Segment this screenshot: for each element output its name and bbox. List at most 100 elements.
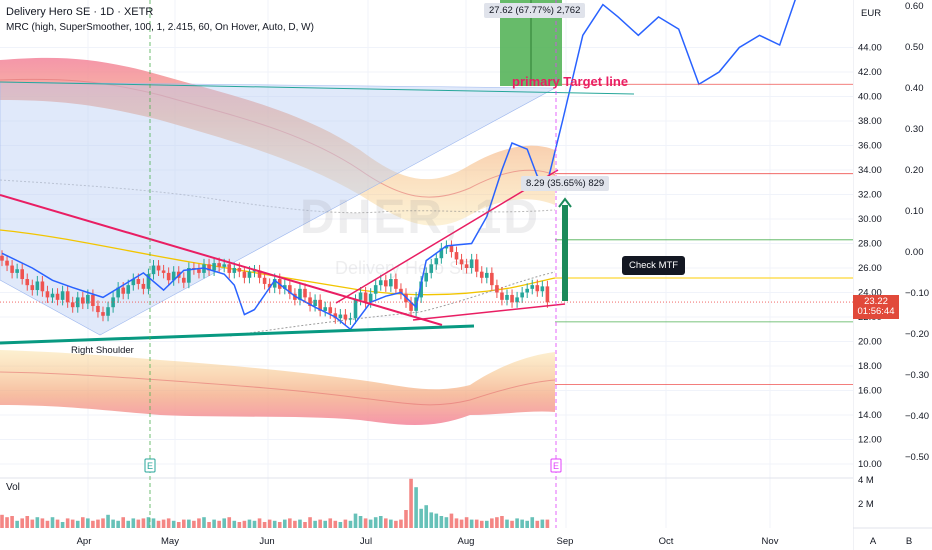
candle-body xyxy=(70,302,75,308)
candle-body xyxy=(25,279,30,286)
price-tick-label: 30.00 xyxy=(858,214,882,225)
candle-body xyxy=(252,270,257,272)
candle-body xyxy=(136,279,141,284)
last-price-value: 23.22 xyxy=(864,296,888,307)
candle-body xyxy=(116,287,120,298)
x-tick-label: Apr xyxy=(77,536,92,547)
candle-body xyxy=(247,271,252,278)
descending-trendline xyxy=(0,194,443,326)
volume-bar xyxy=(212,519,216,528)
volume-bar xyxy=(70,519,75,528)
volume-bar xyxy=(50,517,55,528)
candle-body xyxy=(444,245,449,249)
volume-bar xyxy=(262,522,267,528)
candle-body xyxy=(495,285,499,293)
check-mtf-callout[interactable]: Check MTF xyxy=(622,256,686,275)
candle-body xyxy=(525,288,529,293)
price-tick-label: 38.00 xyxy=(858,116,882,127)
candle-body xyxy=(81,297,85,304)
volume-bar xyxy=(197,518,201,528)
candle-body xyxy=(419,281,423,298)
oscillator-tick-label: 0.30 xyxy=(905,124,924,135)
volume-bar xyxy=(404,510,408,528)
candle-body xyxy=(338,314,343,319)
volume-bar xyxy=(60,522,65,528)
candle-body xyxy=(520,292,524,298)
price-tick-label: 18.00 xyxy=(858,361,882,372)
primary-target-line xyxy=(0,81,635,95)
volume-bar xyxy=(469,519,474,528)
volume-bar xyxy=(474,519,479,528)
chart-header: Delivery Hero SE · 1D · XETR MRC (high, … xyxy=(6,4,314,36)
candle-body xyxy=(545,286,550,303)
candle-body xyxy=(424,272,428,282)
x-tick-label: Jun xyxy=(259,536,274,547)
oscillator-tick-label: 0.00 xyxy=(905,247,924,258)
candle-body xyxy=(20,269,24,280)
volume-bar xyxy=(394,520,398,528)
oscillator-tick-label: 0.20 xyxy=(905,165,924,176)
volume-bar xyxy=(55,519,60,528)
volume-bar xyxy=(161,519,166,528)
volume-bar xyxy=(0,514,4,528)
target-line-label: primary Target line xyxy=(512,74,629,89)
oscillator-tick-label: −0.50 xyxy=(905,452,929,463)
volume-bar xyxy=(171,520,176,528)
indicator-legend[interactable]: MRC (high, SuperSmoother, 100, 1, 2.415,… xyxy=(6,22,314,33)
candle-body xyxy=(298,288,302,300)
price-tick-label: 34.00 xyxy=(858,165,882,176)
volume-bar xyxy=(136,519,141,528)
oscillator-tick-label: 0.10 xyxy=(905,206,924,217)
volume-bar xyxy=(81,517,85,528)
candle-body xyxy=(535,285,540,292)
move-measure-box: 8.29 (35.65%) 829 xyxy=(521,176,610,191)
candle-body xyxy=(474,259,479,272)
candle-body xyxy=(328,307,333,314)
volume-bar xyxy=(252,520,257,528)
moving-average-line xyxy=(0,229,556,296)
candle-body xyxy=(242,271,247,278)
last-price-tag: 23.22 01:56:44 xyxy=(853,295,899,319)
volume-bar xyxy=(217,520,221,528)
volume-bar xyxy=(272,520,277,528)
volume-bar xyxy=(439,516,444,528)
candle-body xyxy=(75,297,80,308)
candle-body xyxy=(131,279,136,286)
volume-bar xyxy=(283,519,287,528)
oscillator-tick-label: 0.50 xyxy=(905,42,924,53)
oscillator-tick-label: −0.20 xyxy=(905,329,929,340)
candle-body xyxy=(126,285,131,294)
candle-body xyxy=(257,270,262,278)
candle-body xyxy=(222,264,226,267)
volume-bar xyxy=(232,520,237,528)
volume-bar xyxy=(530,517,535,528)
price-tick-label: 24.00 xyxy=(858,288,882,299)
scale-b-button: B xyxy=(906,536,912,547)
price-tick-label: 44.00 xyxy=(858,43,882,54)
name-watermark: Delivery Hero SE xyxy=(335,258,474,278)
candle-body xyxy=(540,286,545,292)
volume-bar xyxy=(227,517,232,528)
volume-bar xyxy=(459,519,464,528)
candle-body xyxy=(65,291,70,303)
triangle-projection xyxy=(0,81,557,336)
volume-bar xyxy=(96,519,100,528)
volume-legend[interactable]: Vol xyxy=(6,482,20,493)
volume-bar xyxy=(247,519,252,528)
symbol-title[interactable]: Delivery Hero SE · 1D · XETR xyxy=(6,6,154,18)
candle-body xyxy=(318,299,322,311)
volume-bar xyxy=(75,520,80,528)
price-axis[interactable]: EUR10.0012.0014.0016.0018.0020.0022.0024… xyxy=(853,0,932,550)
volume-bar xyxy=(384,518,388,528)
candle-body xyxy=(490,272,494,286)
volume-bar xyxy=(176,522,181,528)
price-plot[interactable]: E E Apr May Jun Jul Aug Sep Oct Nov xyxy=(0,0,853,550)
candle-body xyxy=(434,258,439,265)
volume-bar xyxy=(222,518,226,528)
volume-bar xyxy=(464,517,469,528)
candle-body xyxy=(151,265,156,275)
earnings-marker xyxy=(550,458,562,473)
mrc-lower-band xyxy=(0,350,555,425)
volume-bar xyxy=(146,517,151,528)
